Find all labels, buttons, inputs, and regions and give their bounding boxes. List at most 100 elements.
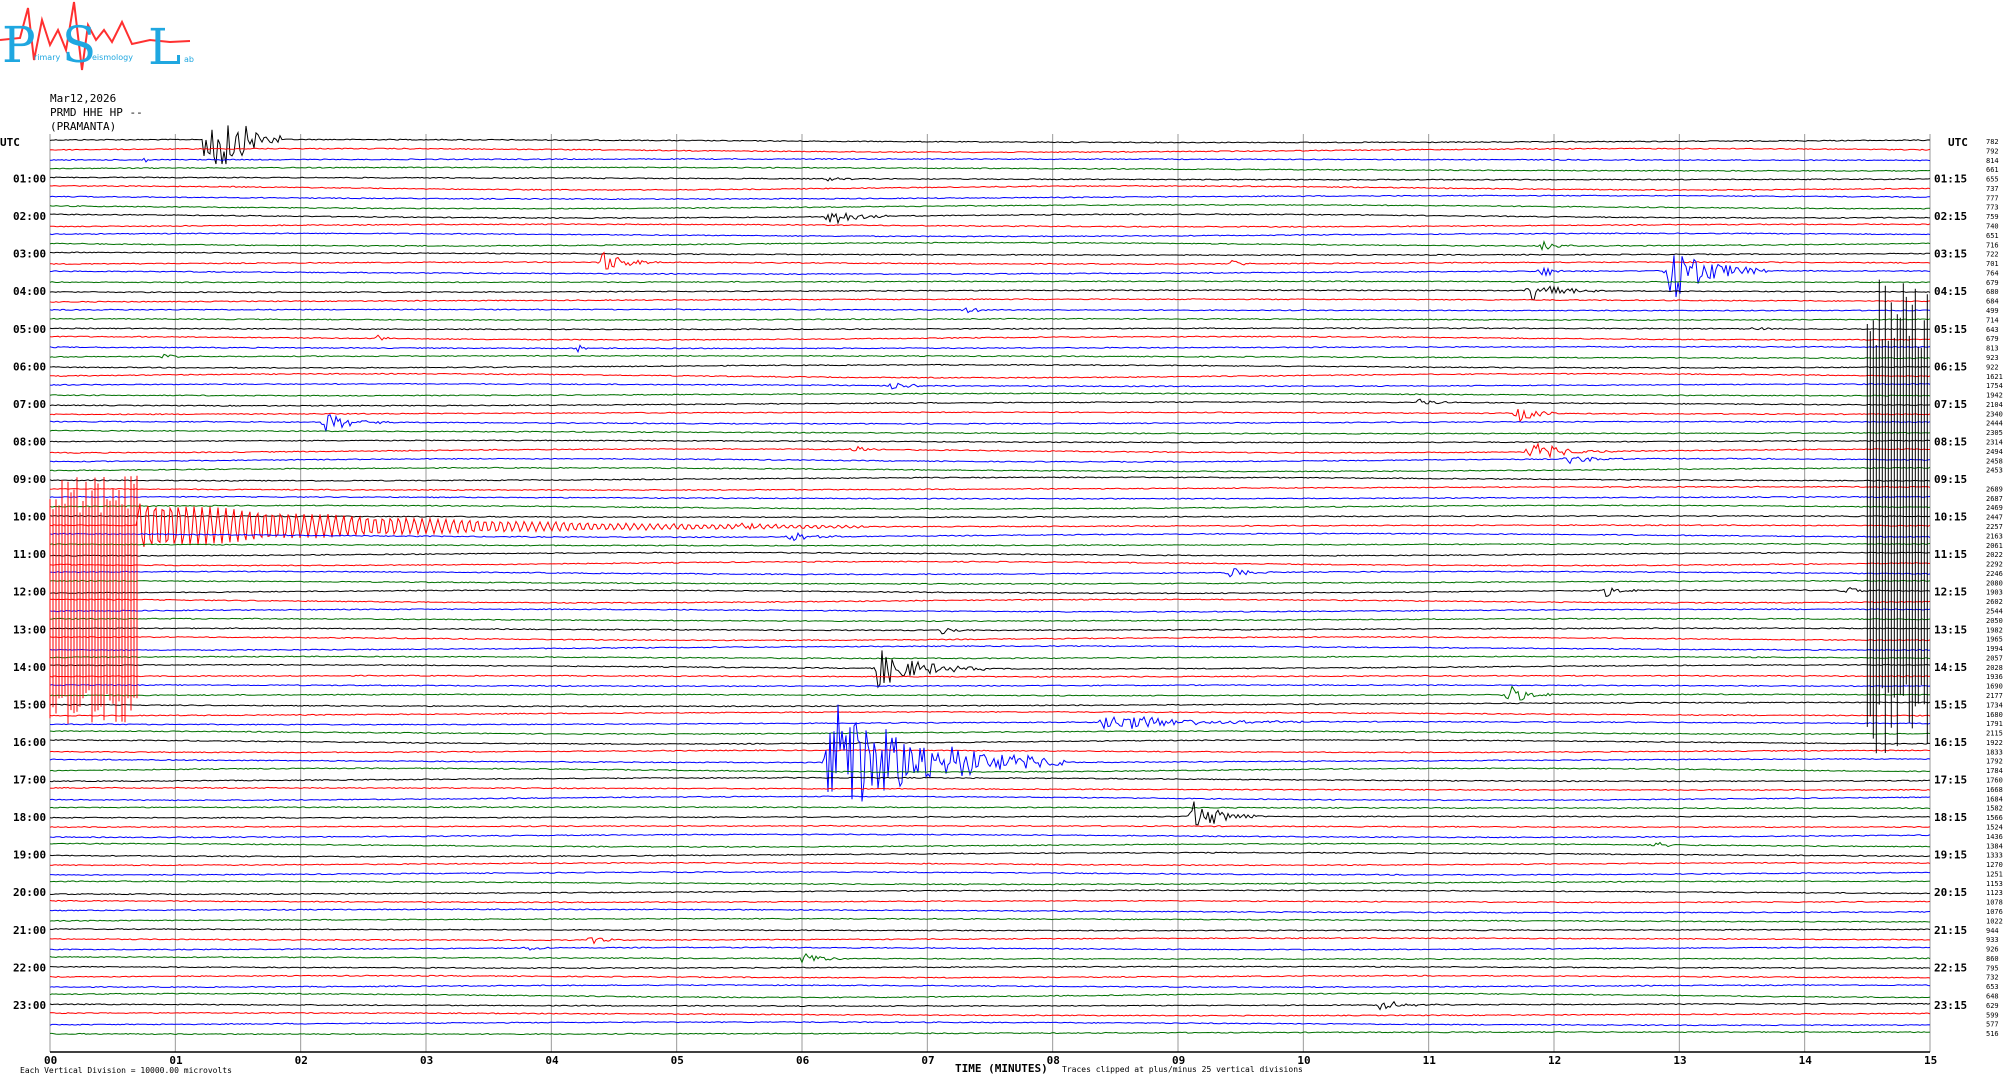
trace-count-label: 2061 xyxy=(1986,542,2003,550)
trace-line xyxy=(49,439,1931,444)
trace-count-label: 1903 xyxy=(1986,589,2003,597)
trace-line xyxy=(50,880,1931,886)
trace-count-label: 2022 xyxy=(1986,551,2003,559)
trace-line xyxy=(49,824,1931,829)
x-tick-label: 11 xyxy=(1423,1054,1437,1067)
trace-line xyxy=(49,495,1931,500)
trace-count-label: 1333 xyxy=(1986,852,2003,860)
clipped-signals xyxy=(49,279,1928,754)
trace-count-label: 684 xyxy=(1986,298,1999,306)
trace-line xyxy=(50,372,1931,379)
trace-line xyxy=(49,568,1931,578)
x-tick-label: 01 xyxy=(169,1054,183,1067)
seismic-traces xyxy=(49,125,1931,1036)
trace-line xyxy=(49,184,1931,191)
trace-count-label: 1684 xyxy=(1986,795,2003,803)
left-hour-label: 14:00 xyxy=(13,661,46,674)
trace-count-label: 2447 xyxy=(1986,514,2003,522)
trace-line xyxy=(49,917,1931,923)
trace-line xyxy=(50,946,1931,951)
left-hour-label: 10:00 xyxy=(13,511,46,524)
right-hour-label: 23:15 xyxy=(1934,999,1967,1012)
x-tick-label: 14 xyxy=(1799,1054,1813,1067)
right-hour-label: 14:15 xyxy=(1934,661,1967,674)
trace-line xyxy=(49,851,1931,858)
clip-note: Traces clipped at plus/minus 25 vertical… xyxy=(1062,1065,1303,1074)
trace-line xyxy=(49,627,1931,635)
right-hour-label: 10:15 xyxy=(1934,511,1967,524)
right-hour-label: 20:15 xyxy=(1934,886,1967,899)
header-station: PRMD HHE HP -- xyxy=(50,106,143,119)
trace-line xyxy=(49,1021,1931,1027)
trace-line xyxy=(49,908,1931,914)
left-hour-label: 04:00 xyxy=(13,285,46,298)
x-tick-label: 10 xyxy=(1297,1054,1310,1067)
trace-line xyxy=(49,730,1931,736)
trace-count-label: 1076 xyxy=(1986,908,2003,916)
trace-count-label: 1942 xyxy=(1986,392,2003,400)
trace-line xyxy=(50,1030,1931,1036)
trace-line xyxy=(49,617,1931,623)
trace-line xyxy=(49,1000,1931,1011)
trace-line xyxy=(49,841,1930,848)
trace-line xyxy=(49,125,1931,165)
trace-line xyxy=(49,645,1931,652)
left-hour-label: 23:00 xyxy=(13,999,46,1012)
left-hour-label: 07:00 xyxy=(13,398,46,411)
trace-count-label: 2115 xyxy=(1986,730,2003,738)
trace-count-label: 2257 xyxy=(1986,523,2003,531)
x-tick-label: 15 xyxy=(1924,1054,1937,1067)
trace-count-label: 648 xyxy=(1986,992,1999,1000)
left-hour-label: 16:00 xyxy=(13,736,46,749)
trace-count-label: 740 xyxy=(1986,223,1999,231)
trace-count-label: 1994 xyxy=(1986,645,2003,653)
right-hour-label: 16:15 xyxy=(1934,736,1967,749)
logo-word-2: eismology xyxy=(92,53,133,62)
trace-line xyxy=(49,579,1931,585)
x-tick-label: 03 xyxy=(420,1054,433,1067)
trace-count-label: 1270 xyxy=(1986,861,2003,869)
trace-line xyxy=(49,786,1931,791)
trace-count-label: 2080 xyxy=(1986,579,2003,587)
left-hour-label: 03:00 xyxy=(13,248,46,261)
trace-count-label: 1982 xyxy=(1986,626,2003,634)
trace-count-labels: 7827928146616557377777737597406517167227… xyxy=(1986,138,2003,1038)
trace-line xyxy=(49,157,1931,163)
right-hour-label: 08:15 xyxy=(1934,435,1967,448)
trace-count-label: 792 xyxy=(1986,147,1999,155)
left-hour-label: 09:00 xyxy=(13,473,46,486)
trace-count-label: 2104 xyxy=(1986,401,2003,409)
left-hour-label: 01:00 xyxy=(13,173,46,186)
trace-count-label: 1668 xyxy=(1986,786,2003,794)
left-hour-label: 17:00 xyxy=(13,774,46,787)
trace-line xyxy=(49,255,1931,298)
right-hour-label: 17:15 xyxy=(1934,774,1967,787)
trace-count-label: 2444 xyxy=(1986,420,2003,428)
trace-line xyxy=(49,937,1931,945)
trace-line xyxy=(50,650,1931,689)
trace-count-label: 1524 xyxy=(1986,823,2003,831)
right-hour-label: 02:15 xyxy=(1934,210,1967,223)
trace-line xyxy=(49,795,1931,802)
left-hour-label: 06:00 xyxy=(13,360,46,373)
trace-count-label: 679 xyxy=(1986,279,1999,287)
logo-letter-l: L xyxy=(148,18,181,74)
trace-count-label: 1680 xyxy=(1986,711,2003,719)
trace-line xyxy=(49,413,1931,432)
right-hour-label: 06:15 xyxy=(1934,360,1967,373)
x-tick-label: 09 xyxy=(1172,1054,1185,1067)
trace-count-label: 2458 xyxy=(1986,457,2003,465)
trace-line xyxy=(49,833,1931,839)
trace-count-label: 2494 xyxy=(1986,448,2003,456)
trace-line xyxy=(49,984,1931,989)
trace-line xyxy=(49,685,1930,701)
trace-line xyxy=(49,710,1931,717)
right-hour-label: 09:15 xyxy=(1934,473,1967,486)
right-hour-label: 21:15 xyxy=(1934,924,1967,937)
logo-letter-s: S xyxy=(62,16,96,74)
trace-count-label: 922 xyxy=(1986,363,1999,371)
trace-line xyxy=(49,674,1931,678)
trace-line xyxy=(49,767,1931,773)
trace-count-label: 1792 xyxy=(1986,758,2003,766)
trace-line xyxy=(49,701,1931,708)
